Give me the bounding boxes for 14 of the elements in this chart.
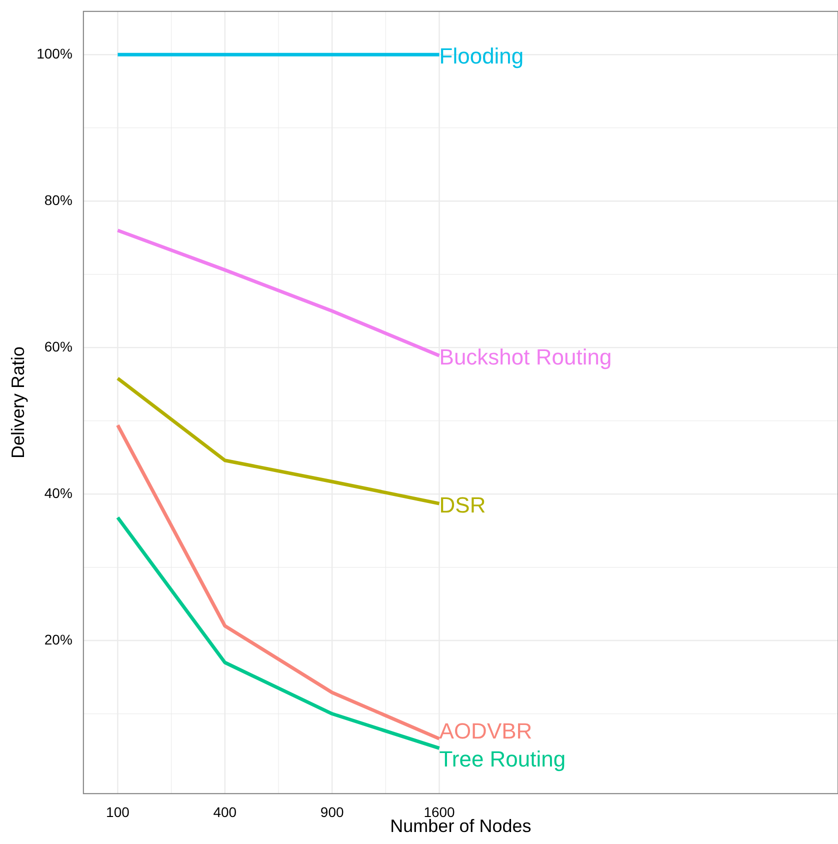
series-label: Tree Routing bbox=[439, 746, 566, 772]
y-tick-label: 20% bbox=[44, 631, 72, 648]
series-label: Flooding bbox=[439, 44, 524, 69]
x-tick-label: 400 bbox=[213, 804, 237, 820]
series-label: AODVBR bbox=[439, 718, 532, 744]
y-tick-label: 80% bbox=[44, 192, 72, 208]
y-tick-label: 60% bbox=[44, 338, 72, 354]
y-axis-title: Delivery Ratio bbox=[8, 346, 28, 459]
series-label: Buckshot Routing bbox=[439, 344, 612, 370]
series-label: DSR bbox=[439, 492, 486, 518]
x-tick-label: 100 bbox=[106, 804, 130, 820]
y-tick-label: 40% bbox=[44, 484, 72, 501]
x-tick-label: 900 bbox=[320, 804, 344, 820]
y-tick-label: 100% bbox=[36, 45, 72, 62]
